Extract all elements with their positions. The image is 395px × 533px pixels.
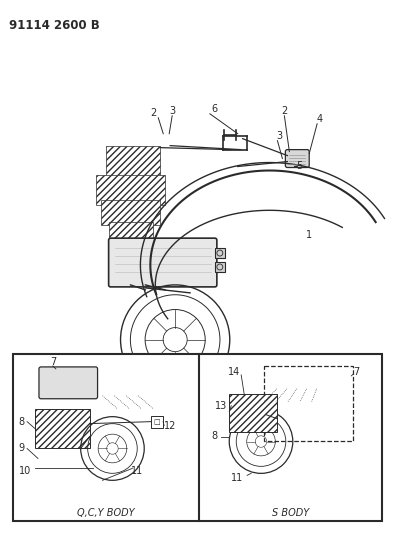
FancyBboxPatch shape: [109, 238, 217, 287]
Bar: [109, 222, 153, 242]
Bar: [105, 146, 160, 181]
Bar: [151, 416, 163, 427]
Text: 2: 2: [281, 106, 288, 116]
Text: 12: 12: [164, 421, 176, 431]
Bar: [101, 200, 160, 225]
Text: 8: 8: [211, 431, 217, 441]
Text: S BODY: S BODY: [272, 508, 309, 518]
Bar: [105, 146, 160, 181]
Bar: [101, 200, 160, 225]
Text: □: □: [154, 418, 160, 425]
Text: 9: 9: [18, 443, 24, 454]
Bar: [215, 262, 225, 272]
Text: 5: 5: [296, 160, 303, 171]
Bar: [35, 409, 90, 448]
Text: 1: 1: [306, 230, 312, 240]
Text: 3: 3: [169, 106, 175, 116]
Bar: [109, 222, 153, 242]
FancyBboxPatch shape: [39, 367, 98, 399]
Text: 4: 4: [316, 114, 322, 124]
Text: Q,C,Y BODY: Q,C,Y BODY: [77, 508, 135, 518]
Text: 11: 11: [231, 473, 243, 483]
Text: 7: 7: [353, 367, 359, 377]
Bar: [215, 248, 225, 258]
Bar: [35, 409, 90, 448]
Bar: [96, 175, 165, 205]
Text: 14: 14: [228, 367, 240, 377]
Text: 2: 2: [150, 108, 156, 118]
Text: 3: 3: [276, 131, 282, 141]
Text: 8: 8: [18, 417, 24, 426]
Text: 11: 11: [131, 466, 143, 477]
Bar: [229, 394, 277, 432]
Bar: [13, 354, 382, 521]
Text: 13: 13: [215, 401, 228, 411]
Text: 7: 7: [50, 357, 56, 367]
Bar: [96, 175, 165, 205]
Text: 10: 10: [19, 466, 31, 477]
FancyBboxPatch shape: [285, 150, 309, 167]
Bar: [229, 394, 277, 432]
Text: 6: 6: [212, 104, 218, 114]
Bar: [264, 366, 354, 441]
Text: 91114 2600 B: 91114 2600 B: [9, 19, 100, 33]
